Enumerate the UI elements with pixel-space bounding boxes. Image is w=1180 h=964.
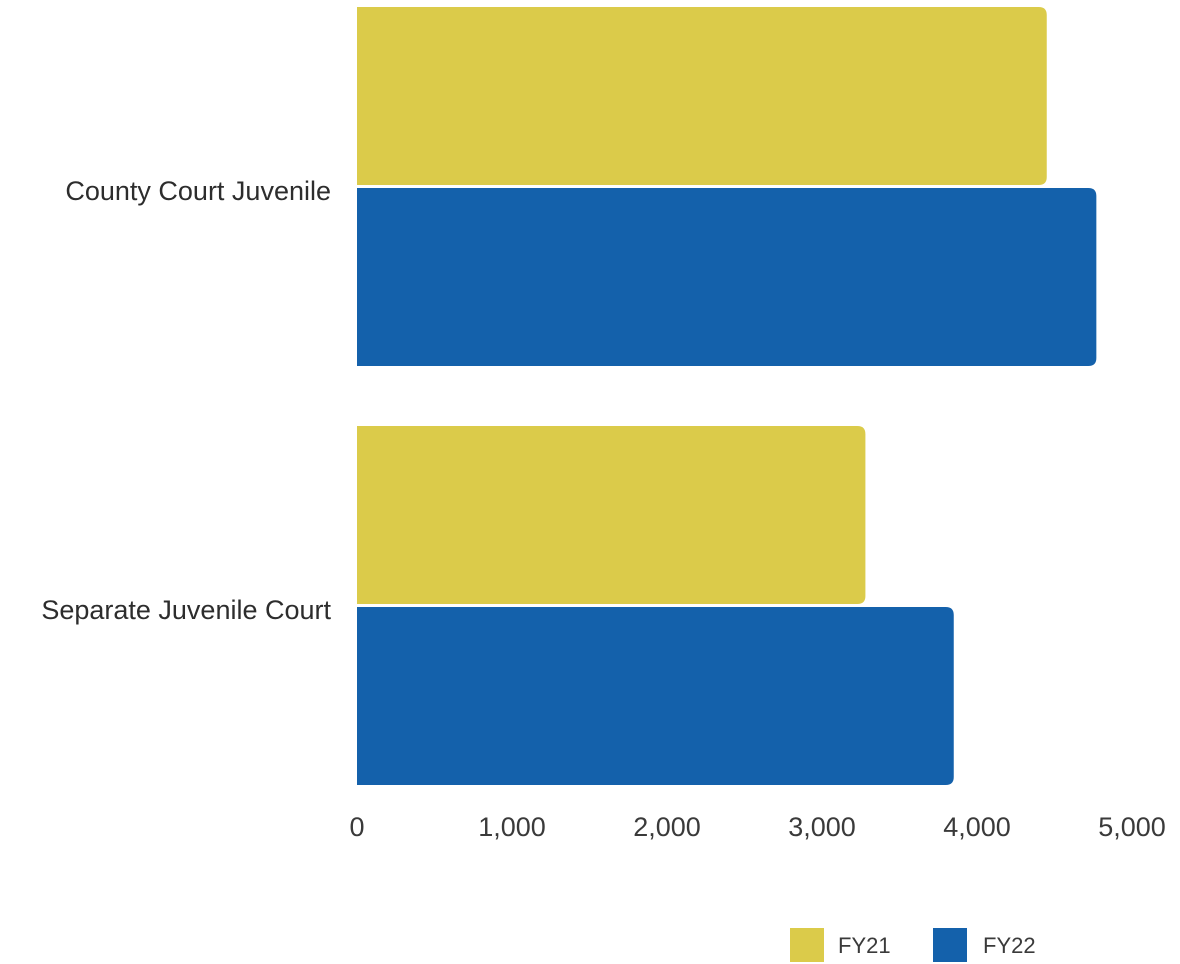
category-label: Separate Juvenile Court (41, 595, 331, 625)
x-tick-label: 4,000 (943, 812, 1011, 842)
legend: FY21 FY22 (790, 928, 1036, 962)
x-tick-label: 2,000 (633, 812, 701, 842)
legend-swatch-fy22 (933, 928, 967, 962)
x-tick-label: 0 (349, 812, 364, 842)
legend-swatch-fy21 (790, 928, 824, 962)
x-tick-label: 5,000 (1098, 812, 1166, 842)
bar-fy21-county-court-juvenile (357, 7, 1047, 185)
bar-fy22-county-court-juvenile (357, 188, 1097, 366)
x-axis-tick-labels: 0 1,000 2,000 3,000 4,000 5,000 (349, 812, 1165, 842)
legend-label-fy22: FY22 (983, 933, 1036, 958)
bar-fy22-separate-juvenile-court (357, 607, 954, 785)
x-tick-label: 1,000 (478, 812, 546, 842)
bars-group (357, 7, 1097, 785)
legend-label-fy21: FY21 (838, 933, 891, 958)
category-label: County Court Juvenile (65, 176, 331, 206)
x-tick-label: 3,000 (788, 812, 856, 842)
category-labels: County Court Juvenile Separate Juvenile … (41, 176, 331, 625)
bar-fy21-separate-juvenile-court (357, 426, 866, 604)
